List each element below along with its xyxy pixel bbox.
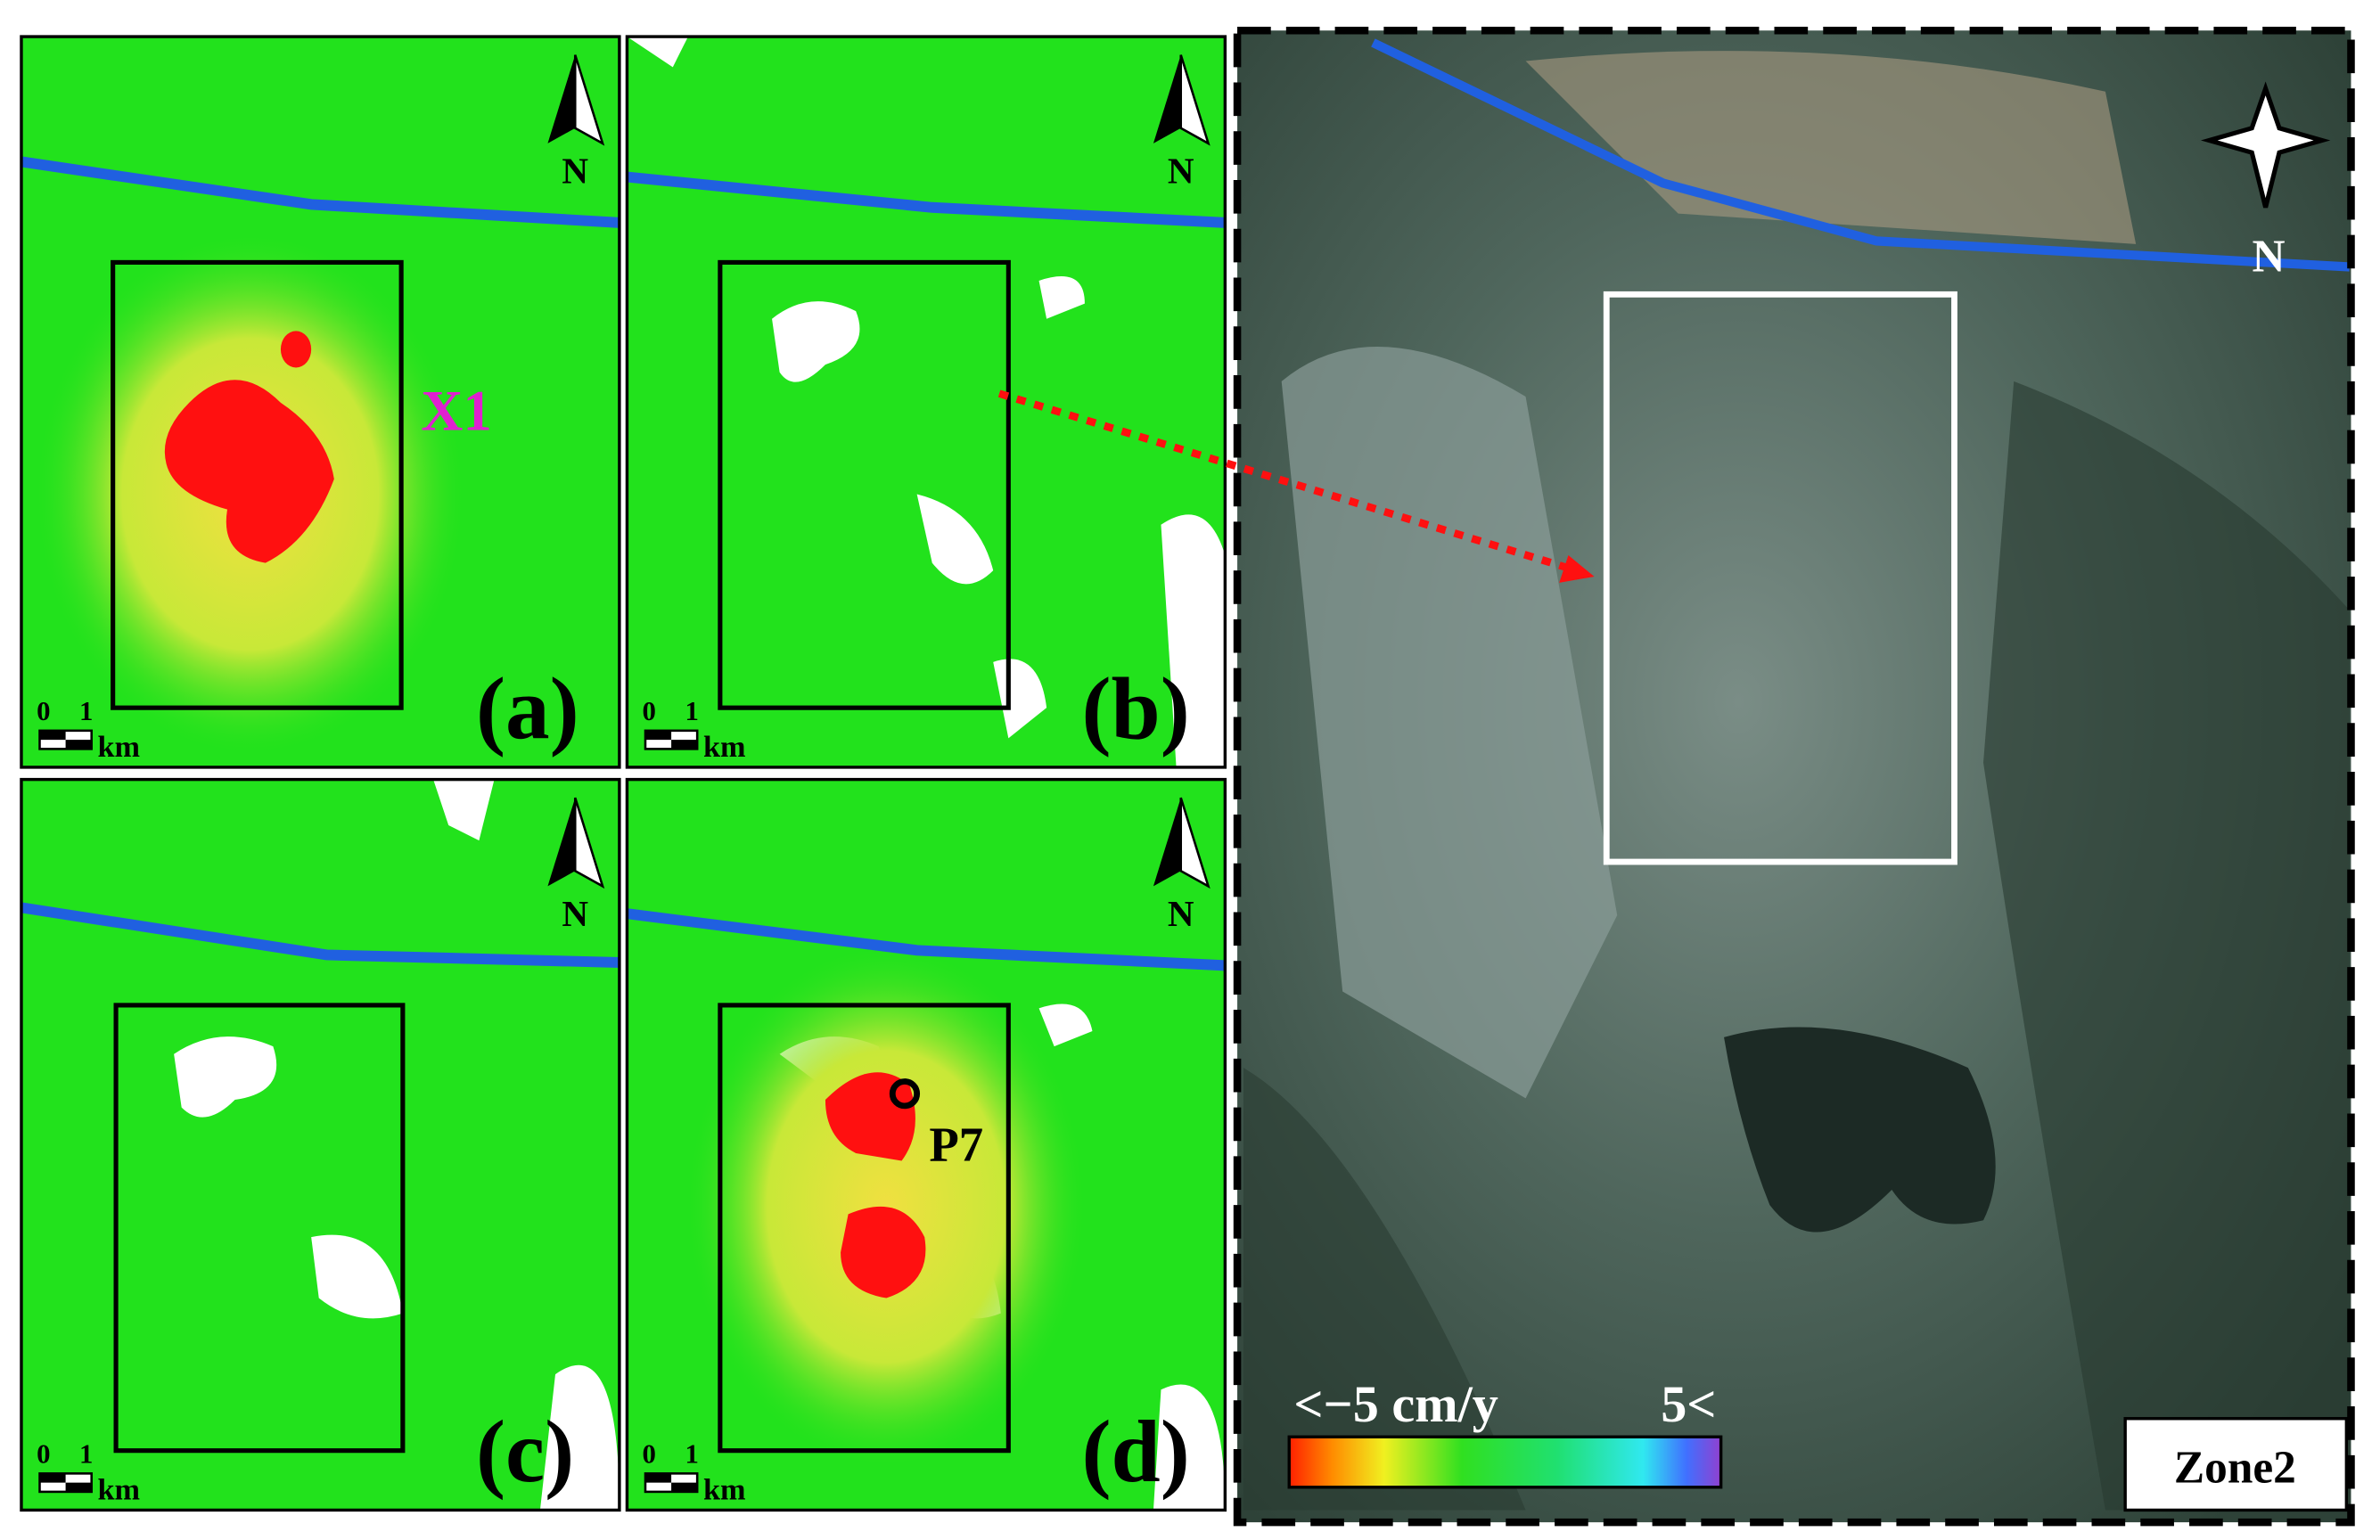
scale-bar (65, 1482, 92, 1492)
study-box (718, 259, 1011, 710)
scale-bar (39, 730, 66, 741)
no-data-area (1038, 1003, 1093, 1047)
boundary-line (21, 902, 620, 968)
no-data-area (772, 301, 860, 382)
scale-bar (671, 740, 698, 750)
colorbar (1287, 1435, 1723, 1489)
north-arrow (547, 54, 576, 143)
point-marker (889, 1078, 921, 1110)
no-data-area (539, 1364, 620, 1511)
overview-map: N <−5 cm/y 5< Zone2 (1233, 26, 2355, 1527)
north-label: N (1168, 150, 1194, 191)
map-panel: N 0 1km (b) (625, 35, 1227, 769)
scale-bar (644, 1473, 672, 1483)
no-data-area (311, 1234, 403, 1319)
panel-background (627, 37, 1226, 767)
scale-zero: 0 (37, 1438, 50, 1469)
deformation-core (164, 380, 334, 563)
north-arrow (1179, 797, 1211, 889)
scale-bar (65, 740, 92, 750)
north-label: N (1168, 893, 1194, 934)
panel-border (625, 35, 1227, 769)
north-arrow (547, 798, 576, 887)
legend-max-label: 5< (1661, 1375, 1716, 1433)
scale-one: 1 (685, 696, 698, 726)
no-data-area (627, 37, 688, 68)
zone-label: Zone2 (2174, 1443, 2296, 1494)
panel-label: (d) (1081, 1404, 1189, 1501)
north-arrow (573, 797, 605, 889)
deformation-core (280, 331, 312, 368)
no-data-area (1038, 276, 1085, 319)
annotation-label: P7 (929, 1117, 983, 1171)
annotation-label: X1 (421, 380, 491, 444)
no-data-area (916, 494, 994, 585)
north-arrow (1153, 798, 1181, 887)
scale-zero: 0 (37, 696, 50, 726)
panel-border (20, 35, 621, 769)
scale-one: 1 (79, 1438, 93, 1469)
north-label: N (562, 893, 588, 934)
no-data-area (433, 779, 495, 841)
panel-label: (a) (476, 660, 579, 758)
panel-label: (b) (1081, 660, 1189, 758)
scale-zero: 0 (643, 1438, 656, 1469)
no-data-area (1153, 1384, 1226, 1511)
panel-border (20, 777, 621, 1512)
deformation-core (841, 1206, 926, 1298)
no-data-area (1161, 514, 1226, 767)
scale-bar (39, 1473, 66, 1483)
scale-unit: km (703, 1472, 746, 1506)
map-panel: P7 N 0 1km (d) (625, 777, 1227, 1512)
legend-min-label: <−5 cm/y (1293, 1375, 1498, 1433)
scale-unit: km (703, 730, 746, 764)
scale-one: 1 (685, 1438, 698, 1469)
scale-unit: km (98, 1472, 141, 1506)
north-label: N (562, 150, 588, 191)
map-panel: X1 N 0 1km (a) (20, 35, 621, 769)
scale-bar (671, 1482, 698, 1492)
north-arrow (1153, 54, 1181, 143)
scale-bar (644, 730, 672, 741)
study-box (113, 1003, 406, 1454)
north-arrow (573, 54, 605, 146)
boundary-line (626, 908, 1226, 971)
north-label: N (2253, 232, 2286, 283)
north-arrow (1179, 54, 1211, 146)
map-panel: N 0 1km (c) (20, 777, 621, 1512)
scale-one: 1 (79, 696, 93, 726)
study-box (111, 259, 404, 710)
study-box (718, 1003, 1011, 1454)
no-data-area (174, 1036, 277, 1118)
boundary-line (21, 156, 620, 228)
deformation-zone (687, 946, 1085, 1466)
panel-border (625, 777, 1227, 1512)
scale-unit: km (98, 730, 141, 764)
panel-label: (c) (476, 1404, 574, 1501)
scale-zero: 0 (643, 696, 656, 726)
panel-background (21, 779, 620, 1511)
boundary-line (626, 171, 1226, 228)
